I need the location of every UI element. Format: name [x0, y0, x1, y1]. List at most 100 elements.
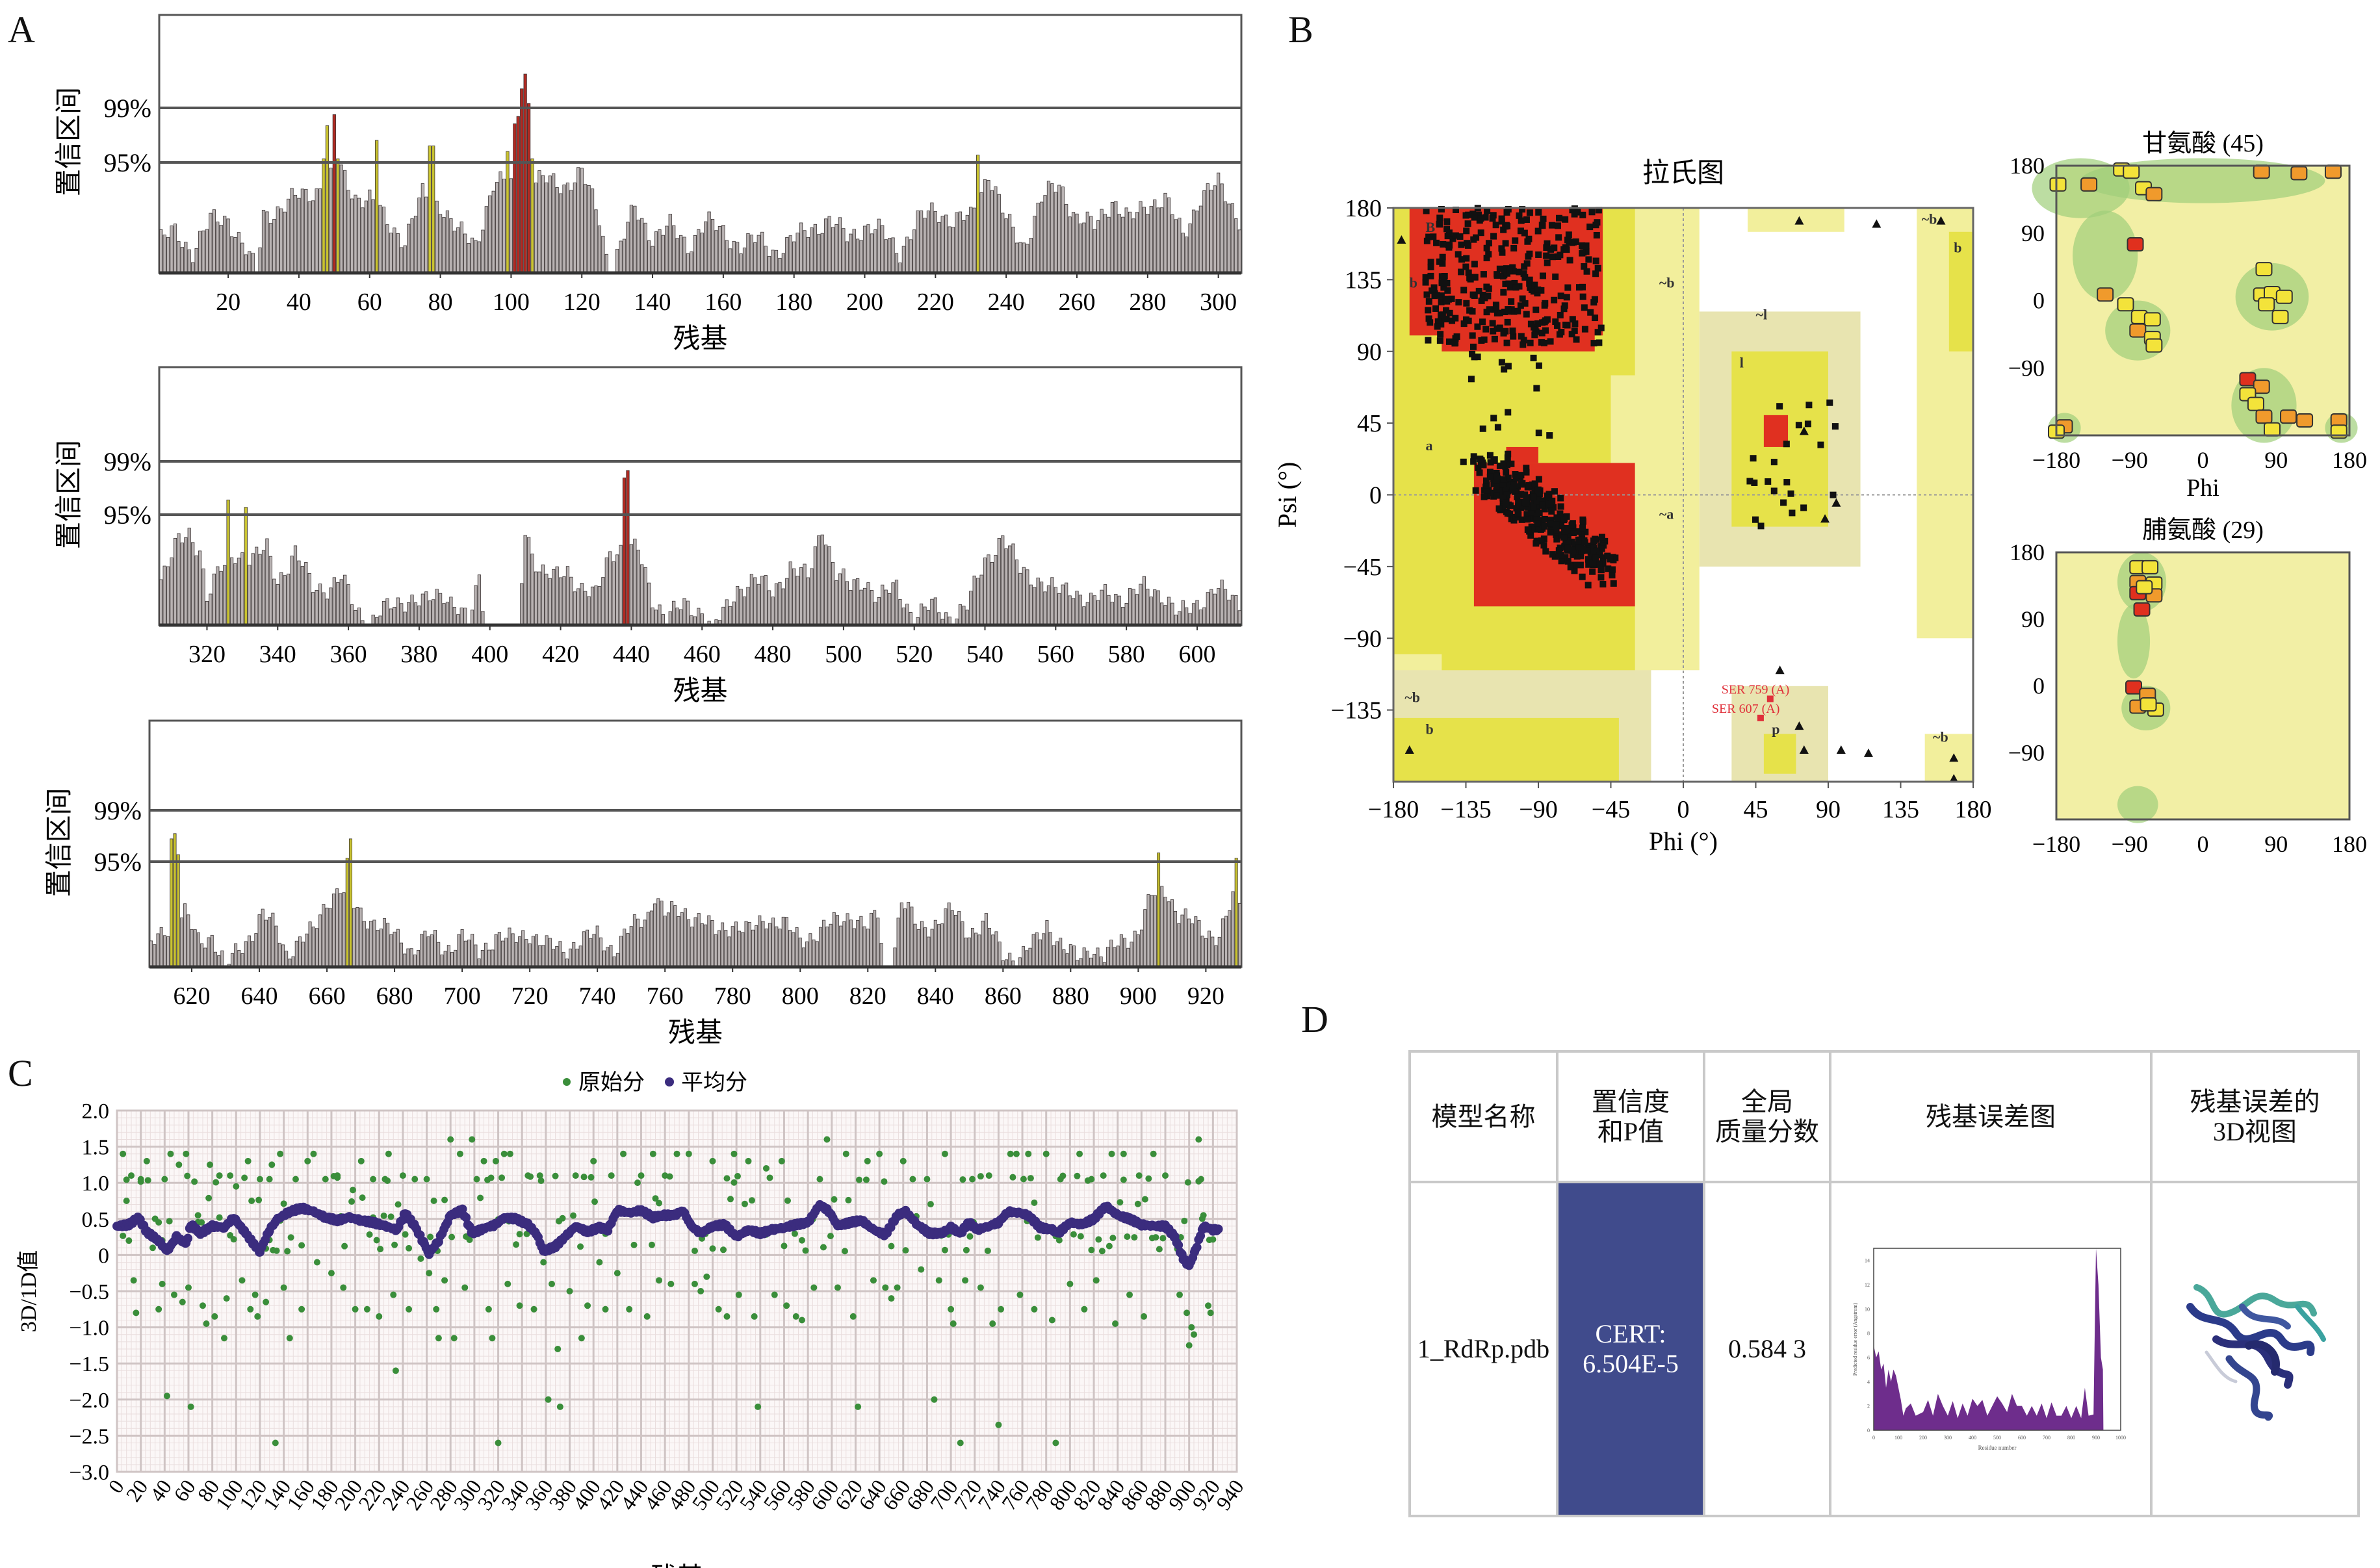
residue-point — [1585, 582, 1592, 589]
glycine-triangle — [1799, 426, 1809, 435]
errat-bar — [1039, 939, 1042, 968]
residue-point — [1580, 545, 1587, 552]
residue-point — [1482, 326, 1490, 333]
errat-bar — [569, 190, 573, 274]
errat-bar — [459, 221, 463, 274]
errat-bar — [1206, 592, 1209, 626]
residue-point — [1495, 505, 1503, 512]
residue-point — [1523, 465, 1530, 472]
glycine-triangle — [1799, 745, 1809, 754]
raw-score-point — [995, 1421, 1002, 1428]
average-score-point — [461, 1213, 471, 1222]
errat-bar — [261, 209, 266, 274]
raw-score-point — [1205, 1302, 1212, 1309]
raw-score-point — [1150, 1150, 1157, 1157]
core-region — [1506, 446, 1538, 463]
residue-point — [1548, 508, 1555, 515]
raw-score-point — [191, 1178, 198, 1185]
errat-bar — [223, 565, 227, 626]
residue-point — [1563, 294, 1570, 301]
raw-score-point — [735, 1291, 742, 1298]
errat-bar — [521, 930, 525, 968]
x-tick-label: 0 — [1677, 796, 1690, 823]
errat-bar — [184, 537, 188, 626]
raw-score-point — [1112, 1320, 1119, 1328]
errat-bar — [552, 949, 556, 968]
errat-bar — [279, 572, 283, 626]
residue-point — [1530, 493, 1537, 500]
errat-bar — [251, 941, 255, 968]
errat-bar — [1211, 936, 1215, 968]
errat-bar — [1237, 229, 1241, 274]
raw-score-point — [185, 1284, 192, 1291]
errat-bar — [788, 235, 792, 274]
errat-bar — [578, 945, 582, 968]
x-tick-label: −45 — [1592, 796, 1630, 823]
errat-bar — [183, 903, 187, 968]
residue-point — [1581, 326, 1588, 333]
residue-point — [1607, 556, 1614, 563]
density-region — [2117, 604, 2151, 679]
errat-bar — [767, 590, 771, 626]
errat-bar — [294, 940, 298, 968]
errat-bar — [491, 190, 495, 274]
errat-bar — [582, 931, 586, 968]
raw-score-point — [273, 1247, 280, 1254]
residue-point — [1584, 547, 1591, 554]
x-tick-label: 640 — [241, 983, 278, 1010]
raw-score-point — [485, 1305, 492, 1313]
errat-bar — [1124, 207, 1128, 274]
residue-point — [1474, 323, 1481, 330]
residue-error-area — [1874, 1248, 2104, 1430]
errat-bar — [729, 248, 732, 274]
residue-point — [1490, 233, 1497, 240]
x-tick-label: 940 — [1211, 1475, 1248, 1514]
y-tick-label: 180 — [2010, 539, 2045, 565]
raw-score-point — [731, 1150, 738, 1157]
residue-point — [1483, 244, 1490, 251]
errat-bar — [382, 600, 386, 626]
residue-point — [1535, 362, 1542, 369]
errat-bar — [905, 237, 909, 274]
raw-score-point — [328, 1270, 335, 1277]
residue-point — [1597, 566, 1605, 573]
errat-bar — [795, 233, 799, 274]
residue-point — [1566, 257, 1573, 264]
raw-score-point — [1093, 1277, 1100, 1284]
residue-point — [1804, 420, 1811, 428]
raw-score-point — [399, 1172, 406, 1179]
residue-point — [1547, 524, 1555, 531]
errat-bar — [799, 567, 803, 626]
raw-score-point — [255, 1196, 263, 1203]
residue-point — [1481, 487, 1488, 494]
errat-bar — [693, 917, 697, 968]
raw-score-point — [666, 1173, 673, 1180]
y-axis-label: 置信区间 — [55, 87, 84, 196]
x-tick-label: 1000 — [2115, 1435, 2126, 1441]
errat-bar — [697, 229, 701, 274]
raw-score-point — [841, 1248, 848, 1255]
errat-bar — [997, 194, 1001, 274]
errat-bar — [1103, 214, 1107, 274]
residue-point — [1551, 296, 1558, 303]
errat-bar — [795, 927, 799, 968]
y-tick-label: 8 — [1867, 1331, 1870, 1337]
raw-score-point — [223, 1295, 230, 1302]
cell-residue-error-plot: 0 100 200 300 400 500 600 700 800 900 1000 0 2 4 6 8 10 1… — [1829, 1181, 2153, 1517]
glycine-triangle — [1836, 745, 1846, 754]
errat-bar — [1022, 567, 1026, 626]
residue-point — [2271, 309, 2289, 324]
residue-point — [1425, 337, 1432, 344]
errat-bar — [576, 167, 580, 274]
raw-score-point — [430, 1197, 437, 1204]
residue-point — [1539, 272, 1546, 279]
residue-point — [1546, 494, 1553, 501]
errat-bar — [788, 930, 792, 968]
errat-bar — [497, 932, 501, 968]
errat-bar — [389, 233, 393, 274]
raw-score-point — [691, 1247, 698, 1254]
errat-bar — [325, 598, 330, 626]
residue-point — [1549, 551, 1556, 558]
errat-bar — [778, 929, 782, 968]
errat-bar — [509, 178, 513, 274]
